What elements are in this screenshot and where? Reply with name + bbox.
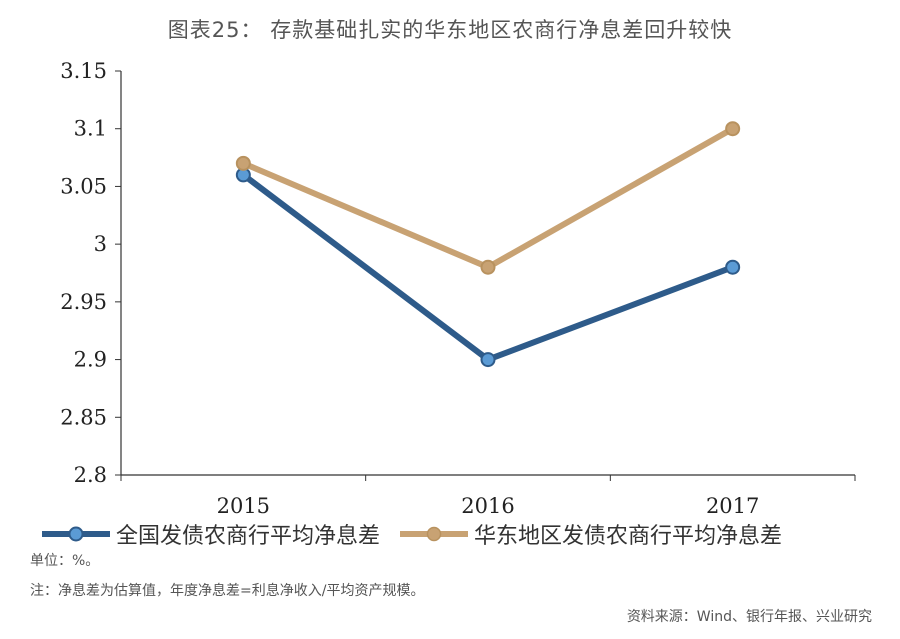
y-tick-label: 3 — [94, 232, 107, 256]
legend-marker-national — [42, 526, 110, 542]
data-point-s1-0 — [235, 155, 251, 171]
data-point-s0-2 — [725, 259, 741, 275]
y-tick-label: 2.95 — [60, 290, 107, 314]
y-tick-label: 2.8 — [74, 463, 107, 487]
y-tick-label: 3.05 — [60, 174, 107, 198]
legend-marker-east-china — [400, 526, 469, 542]
unit-note: 单位：%。 — [30, 553, 100, 569]
footnote: 注：净息差为估算值，年度净息差=利息净收入/平均资产规模。 — [30, 583, 425, 599]
chart-legend: 全国发债农商行平均净息差 华东地区发债农商行平均净息差 — [40, 518, 800, 550]
chart-title: 图表25： 存款基础扎实的华东地区农商行净息差回升较快 — [167, 18, 733, 42]
series-line-1 — [240, 125, 736, 271]
source-note: 资料来源：Wind、银行年报、兴业研究 — [626, 609, 872, 625]
legend-label-east-china: 华东地区发债农商行平均净息差 — [474, 524, 783, 549]
y-tick-label: 3.15 — [60, 59, 107, 83]
data-point-s1-1 — [480, 259, 496, 275]
y-tick-label: 2.9 — [74, 348, 107, 372]
legend-item-east-china: 华东地区发债农商行平均净息差 — [398, 518, 782, 550]
data-point-s0-1 — [480, 352, 496, 368]
legend-item-national: 全国发债农商行平均净息差 — [40, 518, 380, 550]
x-tick-label: 2017 — [706, 494, 759, 518]
x-tick-label: 2016 — [461, 494, 514, 518]
legend-label-national: 全国发债农商行平均净息差 — [116, 524, 381, 549]
y-tick-label: 3.1 — [74, 117, 107, 141]
y-tick-label: 2.85 — [60, 405, 107, 429]
x-tick-label: 2015 — [217, 494, 270, 518]
data-point-s1-2 — [725, 121, 741, 137]
